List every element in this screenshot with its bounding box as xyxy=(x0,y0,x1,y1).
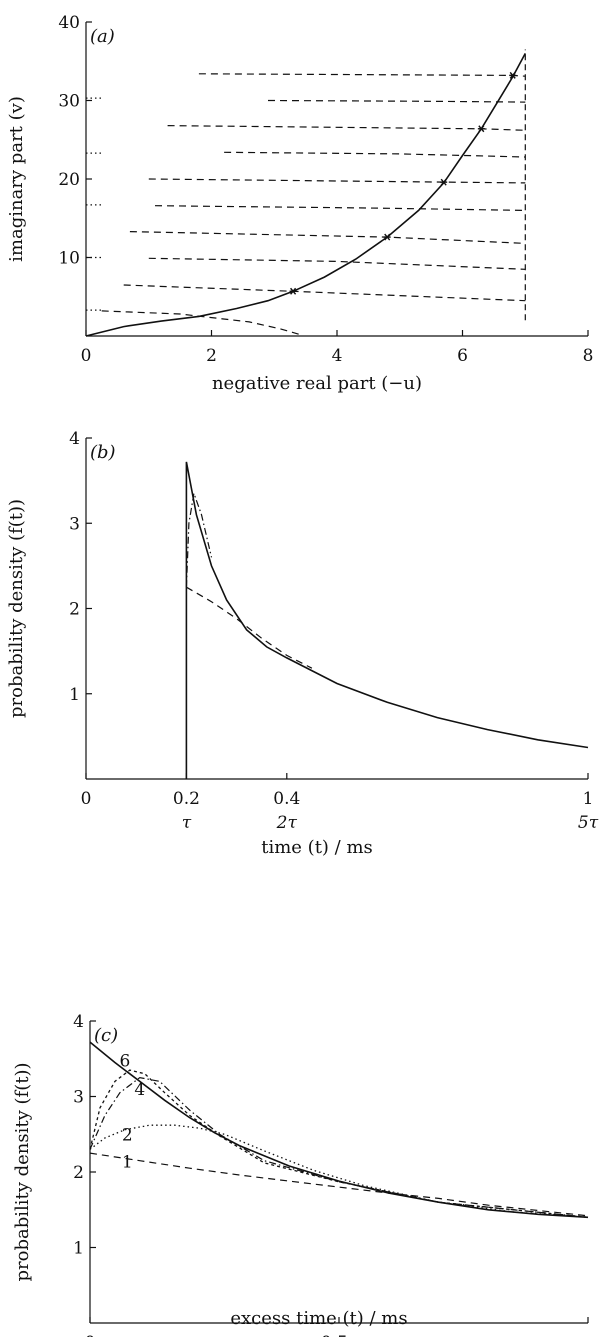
series-line-9 xyxy=(267,99,526,103)
x-axis-label: time (t) / ms xyxy=(261,837,373,858)
series-line-2 xyxy=(89,1124,589,1218)
series-line-2 xyxy=(123,284,526,302)
x-axis-label: excess time (t) / ms xyxy=(230,1308,407,1329)
y-tick-label: 20 xyxy=(58,170,80,190)
x-tick-label: 4 xyxy=(332,346,343,366)
star-marker xyxy=(383,233,391,241)
series-line-3 xyxy=(89,1076,589,1218)
x-tick-sublabel: 2τ xyxy=(276,813,298,833)
series-line-6 xyxy=(148,178,526,184)
x-tick-label: τ xyxy=(583,1333,592,1337)
x-tick-label: 6 xyxy=(457,346,468,366)
y-tick-label: 30 xyxy=(58,92,80,112)
series-line-4 xyxy=(129,231,526,244)
axes xyxy=(89,1020,589,1324)
x-tick-label: 0 xyxy=(85,1333,96,1337)
series-line-0 xyxy=(89,1041,589,1219)
x-axis-label: negative real part (−u) xyxy=(212,373,422,394)
curve-label: 1 xyxy=(122,1152,133,1172)
x-tick-label: 2 xyxy=(206,346,217,366)
y-axis-label: imaginary part (v) xyxy=(6,96,27,262)
star-marker xyxy=(289,287,297,295)
panel-label: (a) xyxy=(90,26,115,47)
panel-label: (b) xyxy=(90,442,116,463)
x-tick-label: 0 xyxy=(81,346,92,366)
series-line-10 xyxy=(198,73,526,77)
star-marker xyxy=(509,71,517,79)
series-line-2 xyxy=(185,491,213,588)
series-line-1 xyxy=(89,1152,589,1217)
y-tick-label: 40 xyxy=(58,13,80,33)
star-marker xyxy=(440,178,448,186)
x-tick-label: 8 xyxy=(583,346,594,366)
x-tick-label: 1 xyxy=(583,789,594,809)
y-tick-label: 2 xyxy=(73,1163,84,1183)
series-line-8 xyxy=(167,125,526,131)
series-line-5 xyxy=(154,205,526,211)
y-tick-label: 4 xyxy=(69,429,80,449)
y-tick-label: 3 xyxy=(73,1088,84,1108)
marker-stroke xyxy=(290,287,297,295)
series-line-7 xyxy=(224,151,526,158)
y-tick-label: 1 xyxy=(73,1239,84,1259)
axes xyxy=(85,437,589,780)
panel-label: (c) xyxy=(94,1025,118,1046)
panel-c-chart: 0 0.5τ τ 1 2 3 4 excess time (t) / ms probabilit… xyxy=(12,1012,593,1342)
y-tick-label: 4 xyxy=(73,1012,84,1032)
axes xyxy=(85,21,589,337)
marker-stroke xyxy=(384,233,391,241)
x-tick-label: 0.5τ xyxy=(321,1333,357,1337)
marker-stroke xyxy=(440,178,447,186)
star-marker xyxy=(477,125,485,133)
series-line-3 xyxy=(148,257,526,270)
y-tick-label: 10 xyxy=(58,249,80,269)
series-line-0 xyxy=(185,461,589,779)
series-line-4 xyxy=(89,1069,589,1218)
panel-a-chart: 0 2 4 6 8 10 20 30 40 negative real part (−u) imag… xyxy=(6,13,593,394)
curve-label: 4 xyxy=(134,1080,145,1100)
x-tick-label: 0.2 xyxy=(173,789,200,809)
x-tick-sublabel: 5τ xyxy=(578,813,599,833)
y-axis-label: probability density (f(t)) xyxy=(12,1062,33,1281)
series-line-1 xyxy=(186,586,313,669)
curve-label: 2 xyxy=(122,1125,133,1145)
y-tick-label: 3 xyxy=(69,514,80,534)
series-line-1 xyxy=(101,310,300,335)
series-line-0 xyxy=(85,53,527,337)
x-tick-label: 0 xyxy=(81,789,92,809)
x-tick-sublabel: τ xyxy=(182,813,192,833)
marker-stroke xyxy=(509,71,516,79)
y-tick-label: 1 xyxy=(69,685,80,705)
marker-stroke xyxy=(478,125,485,133)
y-axis-label: probability density (f(t)) xyxy=(6,499,27,718)
curve-label: 6 xyxy=(119,1051,130,1071)
y-tick-label: 2 xyxy=(69,600,80,620)
x-tick-label: 0.4 xyxy=(273,789,300,809)
panel-b-chart: 0 0.2 τ 0.4 2τ 1 5τ 1 2 3 4 time (t) / ms probabilit… xyxy=(6,429,599,858)
